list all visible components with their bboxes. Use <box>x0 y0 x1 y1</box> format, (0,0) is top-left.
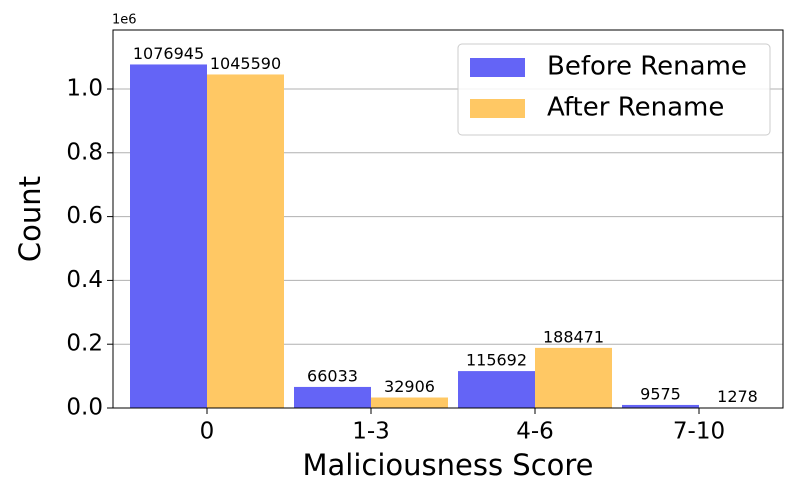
value-label: 32906 <box>384 377 435 396</box>
legend-frame <box>457 43 771 136</box>
y-tick-label: 0.8 <box>66 139 103 165</box>
legend-label: After Rename <box>547 93 724 123</box>
x-axis-label: Maliciousness Score <box>302 448 593 482</box>
legend-label: Before Rename <box>547 52 747 82</box>
value-label: 66033 <box>307 366 358 385</box>
value-label: 1076945 <box>133 44 204 63</box>
bar <box>207 74 284 408</box>
legend-swatch <box>470 58 525 77</box>
legend: Before Rename After Rename <box>457 43 771 136</box>
y-tick-label: 0.2 <box>66 331 103 357</box>
x-tick-label: 4-6 <box>516 419 554 445</box>
value-label: 9575 <box>640 384 681 403</box>
bar <box>622 404 699 408</box>
plot-frame <box>112 29 784 409</box>
bar <box>130 64 207 409</box>
value-label: 1045590 <box>210 54 281 73</box>
value-label: 115692 <box>466 351 527 370</box>
y-tick-label: 1.0 <box>66 76 103 102</box>
bar <box>371 397 448 408</box>
y-axis-label: Count <box>13 176 47 262</box>
y-tick-label: 0.0 <box>66 395 103 421</box>
bar <box>535 347 612 408</box>
value-label: 1278 <box>717 387 758 406</box>
y-tick-label: 0.4 <box>66 267 103 293</box>
bar <box>294 386 371 408</box>
bar <box>458 371 535 408</box>
y-offset-label: 1e6 <box>112 13 137 28</box>
y-tick-label: 0.6 <box>66 203 103 229</box>
x-tick-label: 7-10 <box>673 419 725 445</box>
value-label: 188471 <box>543 327 604 346</box>
legend-swatch <box>470 99 525 118</box>
x-tick-label: 1-3 <box>352 419 390 445</box>
x-tick-label: 0 <box>200 419 215 445</box>
